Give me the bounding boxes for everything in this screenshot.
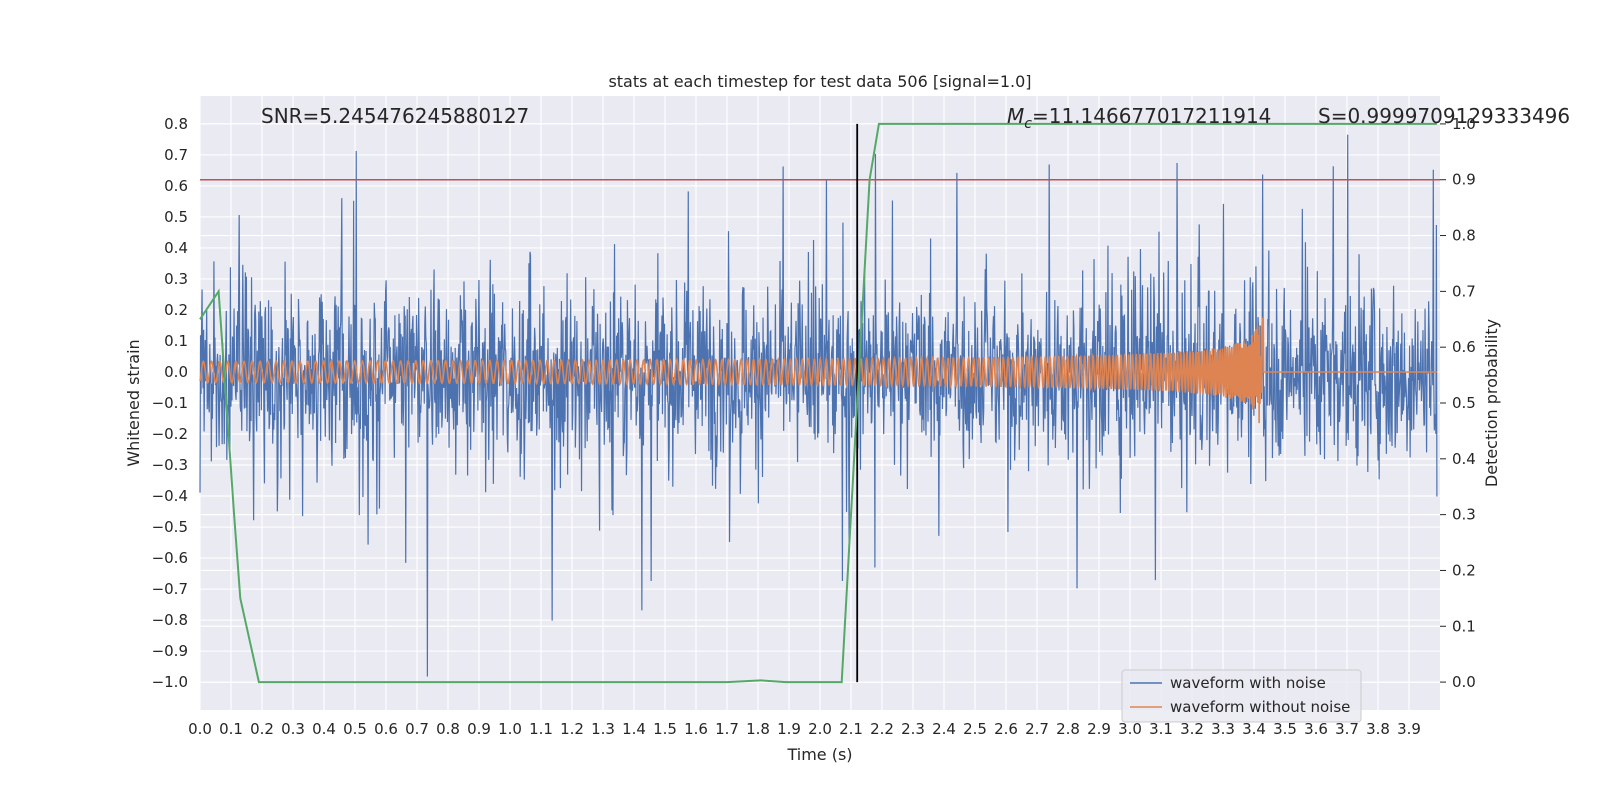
series-layer <box>199 122 1440 684</box>
x-tick-label: 3.1 <box>1149 720 1173 738</box>
y-tick-label: 0.6 <box>164 177 188 195</box>
y-tick-label: 0.4 <box>164 239 188 257</box>
x-tick-label: 1.7 <box>715 720 739 738</box>
y2-tick-label: 0.3 <box>1452 506 1476 524</box>
y-tick-label: −0.5 <box>152 518 188 536</box>
y-tick-label: 0.1 <box>164 332 188 350</box>
y-tick-label: 0.8 <box>164 115 188 133</box>
x-tick-label: 0.3 <box>281 720 305 738</box>
x-tick-label: 0.8 <box>436 720 460 738</box>
x-tick-label: 1.8 <box>746 720 770 738</box>
y2-tick-label: 0.7 <box>1452 282 1476 300</box>
y2-tick-label: 0.2 <box>1452 561 1476 579</box>
x-tick-label: 2.8 <box>1056 720 1080 738</box>
x-tick-label: 1.2 <box>560 720 584 738</box>
series-waveform-with-noise <box>199 134 1438 677</box>
x-tick-label: 3.4 <box>1242 720 1266 738</box>
y-tick-label: 0.2 <box>164 301 188 319</box>
y2-tick-label: 0.9 <box>1452 171 1476 189</box>
snr-annotation: SNR=5.245476245880127 <box>261 104 529 128</box>
y-tick-label: 0.3 <box>164 270 188 288</box>
x-tick-label: 2.5 <box>963 720 987 738</box>
y-tick-label: 0.5 <box>164 208 188 226</box>
x-tick-label: 1.5 <box>653 720 677 738</box>
y-tick-label: −0.4 <box>152 487 188 505</box>
y2-tick-label: 0.5 <box>1452 394 1476 412</box>
x-tick-label: 1.9 <box>777 720 801 738</box>
x-tick-label: 1.0 <box>498 720 522 738</box>
score-annotation: S=0.9999709129333496 <box>1318 104 1570 128</box>
y-tick-label: −1.0 <box>152 673 188 691</box>
x-tick-label: 3.6 <box>1304 720 1328 738</box>
chirp-mass-subscript: c <box>1024 116 1032 132</box>
x-tick-label: 0.0 <box>188 720 212 738</box>
x-tick-label: 0.7 <box>405 720 429 738</box>
x-tick-label: 1.3 <box>591 720 615 738</box>
x-tick-label: 0.5 <box>343 720 367 738</box>
y-tick-labels: 0.8 0.7 0.6 0.5 0.4 0.3 0.2 0.1 0.0 −0.1 −0.2 −0.3 −… <box>152 115 188 691</box>
y-axis-label: Whitened strain <box>124 339 143 466</box>
x-tick-label: 2.9 <box>1087 720 1111 738</box>
y-tick-label: −0.8 <box>152 611 188 629</box>
x-tick-labels: 0.0 0.1 0.2 0.3 0.4 0.5 0.6 0.7 0.8 0.9 1.0 1.1 1.2 1… <box>188 720 1421 738</box>
y-tick-label: −0.3 <box>152 456 188 474</box>
x-tick-label: 0.9 <box>467 720 491 738</box>
y2-axis-label: Detection probability <box>1482 319 1501 487</box>
y2-tick-labels: 1.0 0.9 0.8 0.7 0.6 0.5 0.4 0.3 0.2 0.1 0.0 <box>1440 115 1476 691</box>
series-waveform-without-noise <box>199 317 1437 424</box>
x-tick-label: 1.1 <box>529 720 553 738</box>
series-detection-probability <box>199 122 1437 684</box>
y-tick-label: −0.6 <box>152 549 188 567</box>
x-tick-label: 3.0 <box>1118 720 1142 738</box>
x-tick-label: 2.4 <box>932 720 956 738</box>
y-tick-label: −0.1 <box>152 394 188 412</box>
y-tick-label: 0.0 <box>164 363 188 381</box>
x-tick-label: 1.4 <box>622 720 646 738</box>
x-tick-label: 2.0 <box>808 720 832 738</box>
y2-tick-label: 0.1 <box>1452 617 1476 635</box>
x-tick-label: 3.9 <box>1397 720 1421 738</box>
x-tick-label: 3.5 <box>1273 720 1297 738</box>
x-tick-label: 3.8 <box>1366 720 1390 738</box>
x-tick-label: 2.7 <box>1025 720 1049 738</box>
y2-tick-label: 0.4 <box>1452 450 1476 468</box>
x-tick-label: 3.7 <box>1335 720 1359 738</box>
chirp-mass-symbol: M <box>1007 104 1024 128</box>
y2-tick-label: 0.0 <box>1452 673 1476 691</box>
x-tick-label: 0.2 <box>250 720 274 738</box>
y-tick-label: −0.7 <box>152 580 188 598</box>
y-tick-label: 0.7 <box>164 146 188 164</box>
x-tick-label: 3.3 <box>1211 720 1235 738</box>
x-tick-label: 0.6 <box>374 720 398 738</box>
legend: waveform with noise waveform without noi… <box>1121 669 1362 723</box>
x-tick-label: 2.6 <box>994 720 1018 738</box>
y-tick-label: −0.9 <box>152 642 188 660</box>
x-tick-label: 0.4 <box>312 720 336 738</box>
legend-box <box>1121 669 1362 723</box>
x-tick-label: 3.2 <box>1180 720 1204 738</box>
x-tick-label: 2.2 <box>870 720 894 738</box>
x-tick-label: 2.1 <box>839 720 863 738</box>
chirp-mass-annotation: Mc=11.146677017211914 <box>1007 104 1271 132</box>
y2-tick-label: 1.0 <box>1452 115 1476 133</box>
y-tick-label: −0.2 <box>152 425 188 443</box>
x-tick-label: 2.3 <box>901 720 925 738</box>
chart-title: stats at each timestep for test data 506… <box>608 72 1031 91</box>
legend-entry-noisy: waveform with noise <box>1170 674 1326 692</box>
y2-tick-label: 0.8 <box>1452 227 1476 245</box>
legend-entry-clean: waveform without noise <box>1170 698 1350 716</box>
x-tick-label: 1.6 <box>684 720 708 738</box>
x-axis-label: Time (s) <box>786 745 852 764</box>
y2-tick-label: 0.6 <box>1452 338 1476 356</box>
x-tick-label: 0.1 <box>219 720 243 738</box>
chirp-mass-value: =11.146677017211914 <box>1032 104 1271 128</box>
